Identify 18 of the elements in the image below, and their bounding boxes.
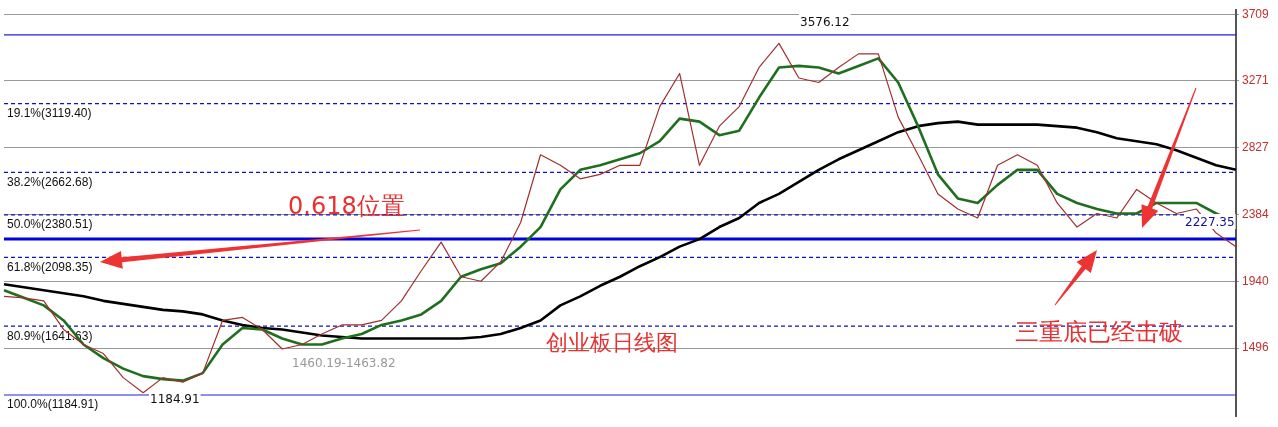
annotation: 3576.12	[800, 15, 850, 29]
annotation: 创业板日线图	[546, 330, 678, 355]
ref-line-label: 100.0%(1184.91)	[7, 397, 99, 412]
y-tick-label: 3271	[1242, 73, 1270, 88]
annotation: 三重底已经击破	[1015, 318, 1183, 346]
annotation: 1184.91	[150, 392, 200, 406]
ref-line-label: 19.1%(3119.40)	[7, 105, 92, 120]
annotation: 0.618位置	[288, 192, 405, 220]
y-tick-label: 1940	[1242, 273, 1270, 288]
ref-line-label: 38.2%(2662.68)	[7, 174, 93, 189]
y-tick-label: 2384	[1242, 206, 1270, 221]
y-tick-label: 2827	[1242, 140, 1270, 154]
y-tick-label: 3709	[1242, 7, 1270, 22]
annotation: 2227.35	[1185, 215, 1235, 229]
ref-line-label: 50.0%(2380.51)	[7, 217, 93, 232]
y-tick-label: 1496	[1242, 340, 1270, 355]
annotation: 1460.19-1463.82	[292, 356, 396, 370]
ref-line-label: 61.8%(2098.35)	[7, 259, 93, 274]
